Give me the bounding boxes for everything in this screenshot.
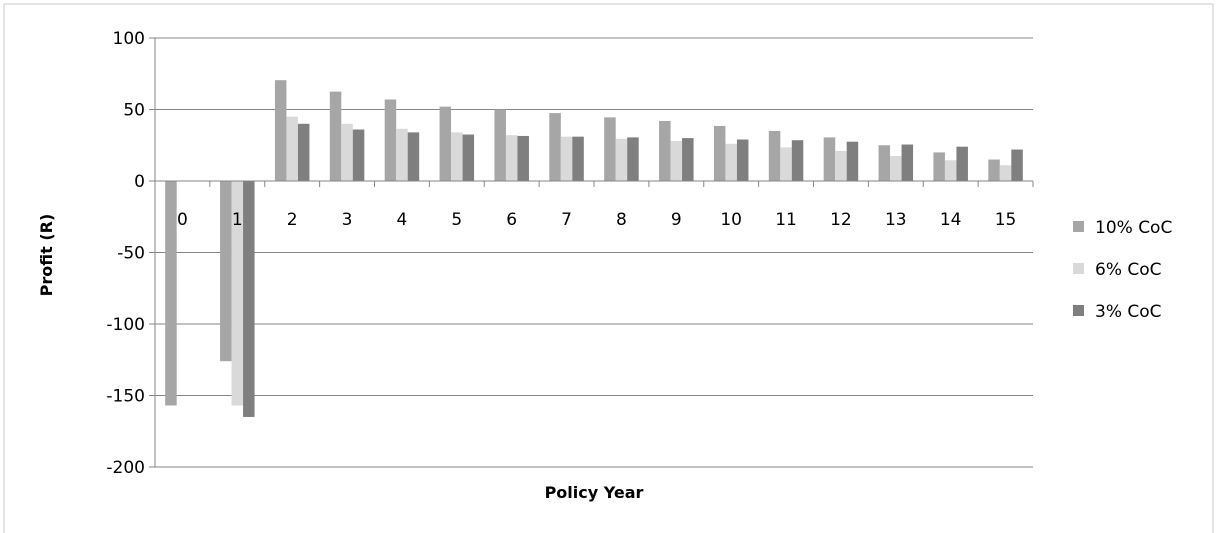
bar — [1011, 149, 1023, 181]
x-tick-label: 7 — [561, 210, 572, 230]
bar — [791, 140, 804, 181]
x-tick-label: 12 — [830, 210, 852, 230]
x-tick-label: 14 — [940, 210, 962, 230]
bar — [560, 136, 573, 181]
bar — [494, 109, 506, 181]
y-tick-label: 50 — [123, 101, 145, 121]
y-axis-title: Profit (R) — [37, 214, 56, 297]
bar — [999, 165, 1012, 181]
bar — [517, 135, 529, 181]
bar — [165, 181, 177, 406]
x-tick-label: 5 — [451, 210, 462, 230]
bar — [725, 143, 737, 181]
y-tick-label: 100 — [113, 29, 145, 49]
legend-label: 10% CoC — [1095, 218, 1172, 238]
y-tick-label: -150 — [106, 387, 145, 407]
bar — [352, 129, 365, 181]
x-axis-title: Policy Year — [545, 483, 644, 502]
x-tick-label: 9 — [671, 210, 682, 230]
x-tick-label: 11 — [775, 210, 797, 230]
bar — [396, 128, 408, 181]
bar — [274, 80, 287, 181]
bar — [713, 125, 726, 181]
bar — [780, 147, 792, 181]
legend-label: 3% CoC — [1095, 302, 1162, 322]
bar — [988, 159, 1000, 181]
legend: 10% CoC 6% CoC 3% CoC — [1073, 218, 1172, 322]
x-tick-label: 15 — [995, 210, 1017, 230]
bar — [462, 134, 475, 181]
bars — [165, 80, 1023, 417]
bar — [768, 130, 781, 181]
bar — [451, 132, 463, 181]
x-tick-label: 3 — [342, 210, 353, 230]
x-tick-label: 4 — [397, 210, 408, 230]
x-tick-label: 1 — [232, 210, 243, 230]
y-tick-label: -50 — [117, 244, 145, 264]
bar — [220, 181, 232, 362]
x-tick-label: 13 — [885, 210, 907, 230]
bar — [835, 150, 847, 181]
bar — [231, 181, 244, 406]
bar — [604, 117, 616, 181]
bar — [627, 137, 639, 181]
bar — [615, 138, 628, 181]
x-tick-label: 10 — [720, 210, 742, 230]
bar — [505, 135, 518, 181]
legend-swatch — [1073, 263, 1084, 274]
bar — [944, 160, 957, 181]
bar — [572, 136, 584, 181]
bar — [846, 141, 859, 181]
x-tick-label: 8 — [616, 210, 627, 230]
bar — [297, 123, 310, 181]
bar — [329, 91, 342, 182]
bar — [341, 123, 353, 181]
x-tick-label: 6 — [506, 210, 517, 230]
bar — [736, 139, 749, 181]
bar — [823, 137, 836, 181]
bar — [286, 116, 298, 181]
bar — [956, 146, 968, 181]
bar — [384, 99, 397, 181]
axes — [149, 37, 1034, 468]
bar — [549, 113, 561, 181]
legend-label: 6% CoC — [1095, 260, 1162, 280]
y-tick-label: -100 — [106, 315, 145, 335]
y-tick-label: 0 — [134, 172, 145, 192]
y-tick-label: -200 — [106, 458, 145, 478]
bar — [407, 132, 420, 181]
x-tick-labels: 0 1 2 3 4 5 6 7 8 9 10 11 12 13 14 15 — [177, 210, 1016, 230]
x-tick-label: 2 — [287, 210, 298, 230]
bar — [890, 155, 902, 181]
bar — [901, 144, 914, 181]
x-tick-label: 0 — [177, 210, 188, 230]
bar — [670, 140, 683, 181]
bar — [439, 106, 452, 181]
bar — [243, 181, 255, 417]
y-tick-labels: -200 -150 -100 -50 0 50 100 — [106, 29, 145, 478]
bar — [878, 145, 891, 181]
gridlines — [155, 37, 1033, 468]
bar — [682, 138, 694, 181]
legend-swatch — [1073, 305, 1084, 316]
bar — [933, 152, 945, 181]
bar — [659, 120, 671, 181]
legend-swatch — [1073, 221, 1084, 232]
